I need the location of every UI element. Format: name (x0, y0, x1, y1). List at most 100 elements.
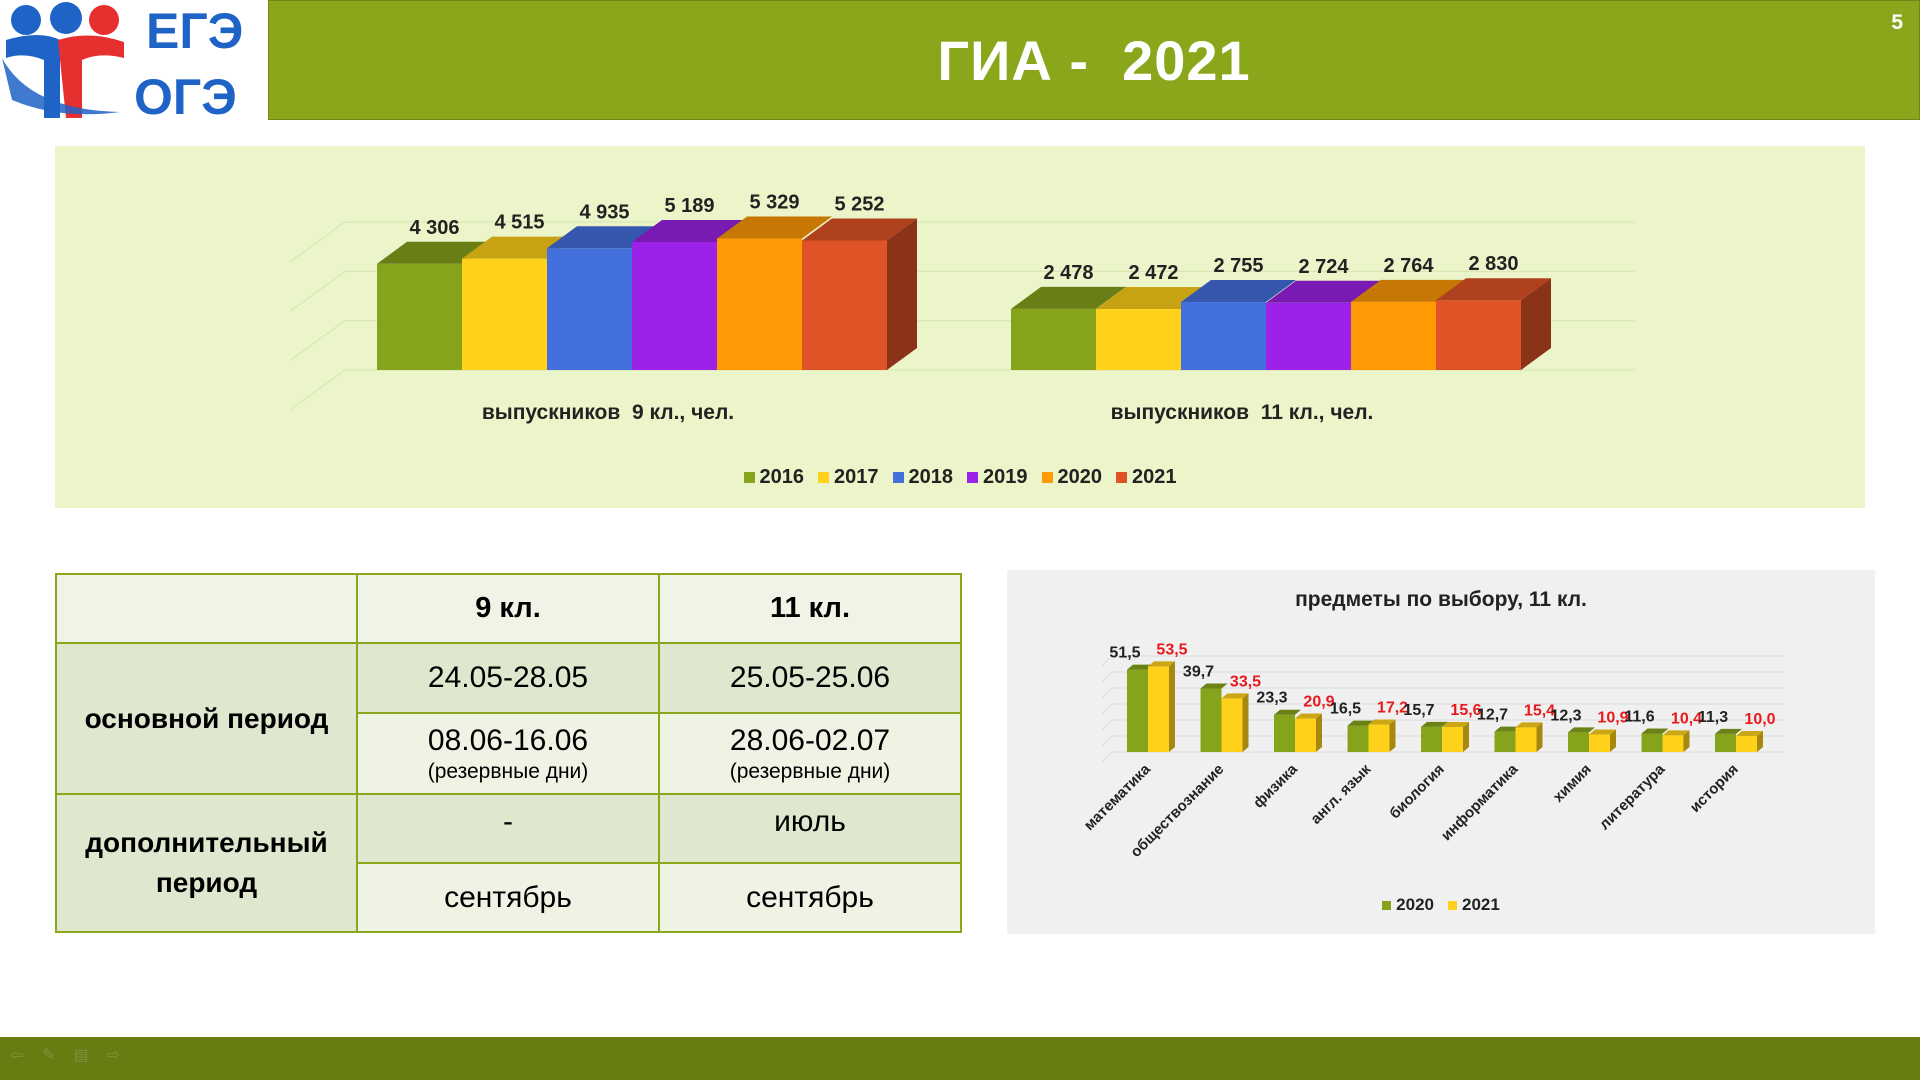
slide-nav: ⇦ ✎ ▤ ⇨ (8, 1047, 122, 1065)
data-label-2017: 4 515 (494, 212, 544, 234)
bar-2019-top (632, 220, 747, 243)
data-label-2020: 5 329 (749, 192, 799, 214)
bar-2020-top (1568, 727, 1595, 733)
table-cell: 08.06-16.06 (резервные дни) (356, 712, 660, 795)
schedule-table: 9 кл. 11 кл. основной период 24.05-28.05… (55, 573, 962, 933)
row-header-extra-period: дополнительный период (55, 793, 358, 933)
bar-2021-front (1295, 718, 1316, 752)
bar-2020-top (1421, 721, 1448, 727)
forward-arrow-icon[interactable]: ⇨ (106, 1047, 120, 1064)
table-cell: сентябрь (356, 862, 660, 933)
bar-2021-front (802, 240, 887, 370)
header-bar: ГИА - 2021 5 (268, 0, 1920, 120)
table-cell: 25.05-25.06 (658, 642, 962, 714)
legend-2021: 2021 (1116, 466, 1177, 489)
gridline (1101, 751, 1787, 763)
cell-date: 28.06-02.07 (729, 723, 891, 757)
cell-note: (резервные дни) (729, 759, 891, 783)
bar-2020-top (1200, 683, 1228, 689)
data-label-2021: 15,6 (1450, 702, 1481, 719)
bar-side (1316, 713, 1322, 752)
bar-2020-top (1351, 279, 1466, 302)
ege-oge-logo: ЕГЭ ОГЭ (0, 0, 262, 125)
data-label-2018: 4 935 (579, 201, 629, 223)
bar-2019-front (1266, 302, 1351, 370)
graduates-chart: 4 306 2 478 4 515 2 472 4 935 2 755 5 189 2 724… (289, 192, 1635, 411)
back-arrow-icon[interactable]: ⇦ (10, 1047, 24, 1064)
bar-2020-top (1127, 664, 1154, 670)
page-title: ГИА - 2021 (937, 28, 1251, 92)
data-label-2020: 12,3 (1550, 707, 1581, 724)
bar-2020-top (1274, 709, 1301, 715)
bar-side (1610, 729, 1616, 752)
table-row: основной период 24.05-28.05 25.05-25.06 (55, 642, 962, 795)
data-label-2021: 10,4 (1671, 710, 1702, 727)
bar-2020-front (1351, 301, 1436, 370)
table-cell: июль (658, 793, 962, 864)
legend-2021: 2021 (1448, 895, 1500, 915)
legend-2020: 2020 (1382, 895, 1434, 915)
data-label-2016: 2 478 (1043, 262, 1093, 284)
bar-2020-front (1274, 714, 1295, 752)
bar-2021-front (1221, 698, 1243, 752)
legend-2019: 2019 (967, 466, 1028, 489)
table-cell: 24.05-28.05 (356, 642, 660, 714)
category-label-11: выпускников 11 кл., чел. (1110, 401, 1374, 424)
category-label: литература (1596, 760, 1669, 833)
data-label-2020: 12,7 (1477, 707, 1508, 724)
bar-2020-front (1715, 733, 1736, 752)
cell-note: (резервные дни) (427, 759, 589, 783)
data-label-2016: 4 306 (409, 217, 459, 239)
category-label-9: выпускников 9 кл., чел. (481, 401, 735, 424)
graduates-chart-panel: 4 306 2 478 4 515 2 472 4 935 2 755 5 189 2 724… (55, 146, 1865, 508)
gridline (1101, 703, 1787, 715)
bar-2021-front (1589, 734, 1610, 752)
bar-2020-top (1494, 726, 1522, 732)
data-label-2017: 2 472 (1128, 262, 1178, 284)
logo-text-ege: ЕГЭ (146, 3, 243, 59)
column-header-9: 9 кл. (356, 573, 660, 644)
table-cell: - (356, 793, 660, 864)
bar-2021-top (1736, 731, 1763, 736)
bar-2021-front (1515, 727, 1537, 752)
subjects-chart: 51,5 53,5математика39,733,5обществознание… (1081, 641, 1787, 861)
table-row: 9 кл. 11 кл. (55, 573, 962, 644)
bar-2021-top (1442, 722, 1469, 728)
bar-2017-front (1096, 309, 1181, 370)
data-label-2021: 33,5 (1230, 673, 1261, 690)
bar-2021-top (1589, 729, 1616, 735)
table-row: 08.06-16.06 (резервные дни) 28.06-02.07 … (56, 712, 962, 795)
bar-2020-top (1347, 720, 1375, 726)
legend-2016: 2016 (743, 466, 804, 489)
bar-side (1242, 693, 1249, 752)
data-label-2020: 11,3 (1698, 709, 1728, 726)
bar-side (887, 218, 917, 370)
data-label-2021: 10,9 (1597, 710, 1628, 727)
data-label-2021: 17,2 (1377, 699, 1408, 716)
logo-text-oge: ОГЭ (134, 69, 237, 124)
gridline (289, 270, 1635, 312)
bar-2021-top (1515, 722, 1543, 728)
bar-2021-top (1436, 278, 1551, 301)
bar-2021-front (1736, 736, 1757, 752)
bar-side (1536, 722, 1543, 752)
data-label-2021: 15,4 (1524, 702, 1555, 719)
column-header-11: 11 кл. (658, 573, 962, 644)
data-label-2020: 2 764 (1383, 255, 1434, 277)
bar-2021-top (1662, 730, 1690, 736)
category-label: информатика (1438, 760, 1522, 844)
legend-2018: 2018 (892, 466, 953, 489)
menu-icon[interactable]: ▤ (73, 1047, 89, 1064)
bar-2021-front (1662, 735, 1684, 752)
subjects-legend: 2020 2021 (1007, 895, 1875, 915)
bar-2021-top (1368, 719, 1396, 725)
bar-2018-top (1181, 280, 1296, 303)
bar-side (1389, 719, 1396, 752)
data-label-2021: 5 252 (834, 193, 884, 215)
data-label-2020: 51,5 (1109, 645, 1140, 662)
gridline (1101, 655, 1787, 667)
table-row: сентябрь сентябрь (56, 862, 962, 933)
bar-2020-front (717, 238, 802, 370)
pen-icon[interactable]: ✎ (42, 1047, 56, 1064)
bar-2018-front (547, 248, 632, 370)
